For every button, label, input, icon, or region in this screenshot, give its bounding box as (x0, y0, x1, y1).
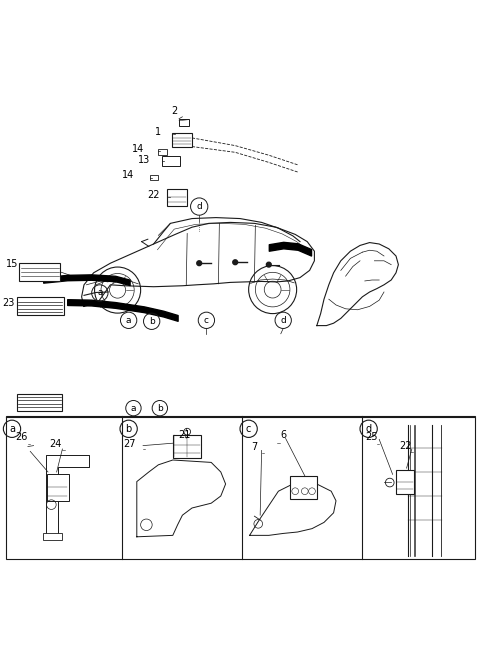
Circle shape (233, 260, 238, 264)
Text: c: c (204, 316, 209, 325)
Text: 7: 7 (251, 442, 258, 452)
Bar (167, 189, 187, 205)
Text: 22: 22 (399, 441, 412, 451)
Text: 26: 26 (15, 432, 28, 442)
Text: 6: 6 (280, 430, 286, 440)
Bar (17, 297, 64, 315)
Text: 27: 27 (123, 439, 136, 449)
Text: 14: 14 (132, 144, 144, 154)
Bar (43, 533, 62, 540)
Bar (172, 133, 192, 147)
Bar (179, 119, 189, 127)
Text: 14: 14 (122, 171, 134, 180)
Text: c: c (246, 424, 252, 434)
Bar (47, 474, 69, 501)
Text: 2: 2 (171, 106, 178, 116)
Text: a: a (9, 424, 15, 434)
Text: 1: 1 (155, 127, 161, 136)
Text: b: b (157, 403, 163, 413)
Text: a: a (131, 403, 136, 413)
Bar (158, 150, 167, 155)
Text: 23: 23 (2, 298, 14, 308)
Bar (162, 156, 180, 166)
Text: 24: 24 (49, 439, 61, 449)
Text: a: a (97, 289, 103, 297)
Text: b: b (149, 317, 155, 326)
Text: b: b (125, 424, 132, 434)
Bar (19, 262, 60, 281)
Bar (290, 476, 317, 499)
Circle shape (266, 262, 271, 267)
Text: 25: 25 (366, 432, 378, 442)
Text: d: d (366, 424, 372, 434)
Text: 22: 22 (147, 190, 159, 199)
Bar (396, 470, 414, 493)
Text: 21: 21 (179, 430, 191, 440)
Text: 15: 15 (6, 259, 18, 269)
Bar (17, 394, 62, 411)
Bar (150, 175, 158, 180)
Text: d: d (196, 202, 202, 211)
Text: a: a (126, 316, 132, 325)
Circle shape (197, 261, 202, 266)
Text: d: d (280, 316, 286, 325)
Bar (173, 434, 201, 458)
Text: 13: 13 (138, 155, 150, 165)
Bar (6, 417, 475, 560)
